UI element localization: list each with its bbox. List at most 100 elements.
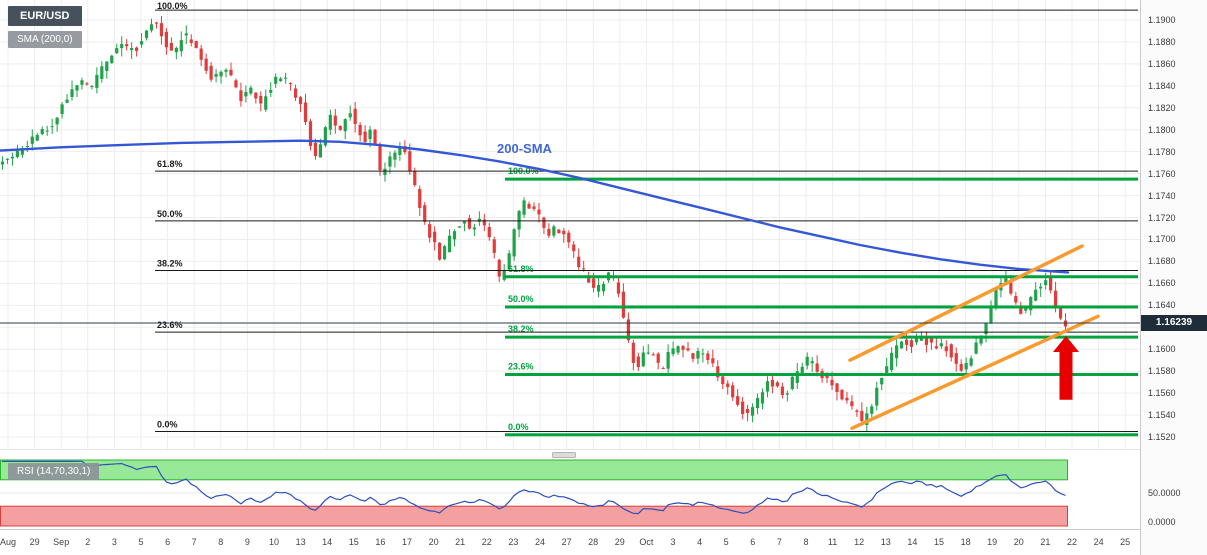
candle-up [760,392,765,404]
candle-up [120,43,124,49]
current-price-badge: 1.16239 [1141,315,1207,331]
candle-down [929,338,933,343]
candle-up [179,40,183,52]
candle-down [850,401,854,407]
candle-down [686,348,690,351]
time-tick-label: 23 [508,537,519,547]
candle-up [323,127,327,146]
candle-down [706,353,710,360]
candle-up [398,146,402,155]
candle-up [284,77,288,79]
candle-down [592,278,596,288]
candle-up [70,89,74,97]
candle-up [442,246,447,260]
candle-up [60,104,64,115]
candle-down [547,228,551,236]
candle-down [303,102,308,123]
rsi-tick-label: 0.0000 [1148,517,1176,527]
rsi-chart[interactable] [0,458,1140,529]
price-tick-label: 1.1660 [1148,278,1176,288]
candle-up [30,136,34,144]
time-tick-label: 3 [670,537,676,547]
time-tick-label: 24 [534,537,546,547]
candle-up [810,361,814,364]
time-tick-label: 7 [776,537,782,547]
rsi-indicator-badge[interactable]: RSI (14,70,30,1) [8,463,100,480]
candle-down [845,397,849,401]
candle-down [542,217,546,228]
price-tick-label: 1.1580 [1148,366,1176,376]
candle-up [45,130,49,132]
time-tick-label: 22 [1066,537,1078,547]
candle-down [582,268,586,270]
candle-up [105,61,109,71]
candle-down [746,409,750,414]
candle-up [865,413,869,425]
time-tick-label: 11 [827,537,838,547]
candle-up [502,270,506,280]
candle-up [447,235,452,253]
candle-down [159,23,164,37]
time-tick-label: 10 [268,537,280,547]
candle-up [890,352,894,371]
panel-separator [0,449,1140,458]
candle-up [149,24,154,31]
candle-up [671,348,675,355]
candle-up [880,377,884,385]
candle-up [100,66,104,79]
candle-down [577,256,581,268]
candle-down [731,385,735,398]
up-arrow-annotation [1053,336,1079,400]
candle-up [174,47,178,53]
panel-resize-handle[interactable] [552,452,576,458]
candle-down [189,39,193,43]
candle-down [567,232,571,243]
candle-up [795,371,799,383]
time-tick-label: 3 [111,537,117,547]
candle-up [219,71,223,77]
price-tick-label: 1.1820 [1148,103,1176,113]
candle-up [224,69,228,72]
candle-up [348,113,352,118]
time-tick-label: 29 [29,537,40,547]
candle-up [552,226,556,236]
candle-up [144,30,149,38]
price-axis[interactable]: 1.16239 1.1900 1.1880 1.1860 1.1840 1.1820 1.… [1140,0,1207,555]
candle-up [522,200,526,215]
price-tick-label: 1.1740 [1148,191,1176,201]
candle-down [959,363,963,371]
sma-indicator-badge[interactable]: SMA (200,0) [8,31,82,48]
time-tick-label: 21 [455,537,466,547]
price-chart[interactable]: 100.0%61.8%50.0%38.2%23.6%0.0%100.0%61.8… [0,0,1140,449]
candle-down [358,124,362,136]
candle-down [904,339,909,345]
price-tick-label: 1.1800 [1148,125,1176,135]
candle-down [293,88,298,98]
candle-down [527,203,531,209]
candle-down [259,95,263,104]
price-tick-label: 1.1700 [1148,234,1176,244]
candle-up [75,85,79,91]
time-tick-label: 8 [218,537,224,547]
candle-down [154,22,159,24]
symbol-badge[interactable]: EUR/USD [8,6,82,26]
candle-up [919,337,924,341]
time-tick-label: 14 [907,537,918,547]
candle-up [388,156,392,167]
candle-down [1049,276,1053,291]
candle-down [949,344,953,358]
time-tick-label: 8 [803,537,809,547]
time-axis[interactable]: Aug 29 Sep 2 3 5 6 7 8 9 10 13 14 15 16 17 20 21 22 23 24 27 2… [0,529,1140,555]
candle-down [691,353,695,359]
candle-up [393,152,397,160]
candle-up [35,135,39,141]
candle-down [169,42,173,51]
candle-down [840,389,844,400]
price-tick-label: 1.1760 [1148,169,1176,179]
price-tick-label: 1.1520 [1148,432,1176,442]
candle-up [870,406,874,414]
candle-up [1039,286,1043,289]
candle-up [452,231,457,240]
candle-down [288,83,293,85]
candle-up [1044,280,1048,286]
